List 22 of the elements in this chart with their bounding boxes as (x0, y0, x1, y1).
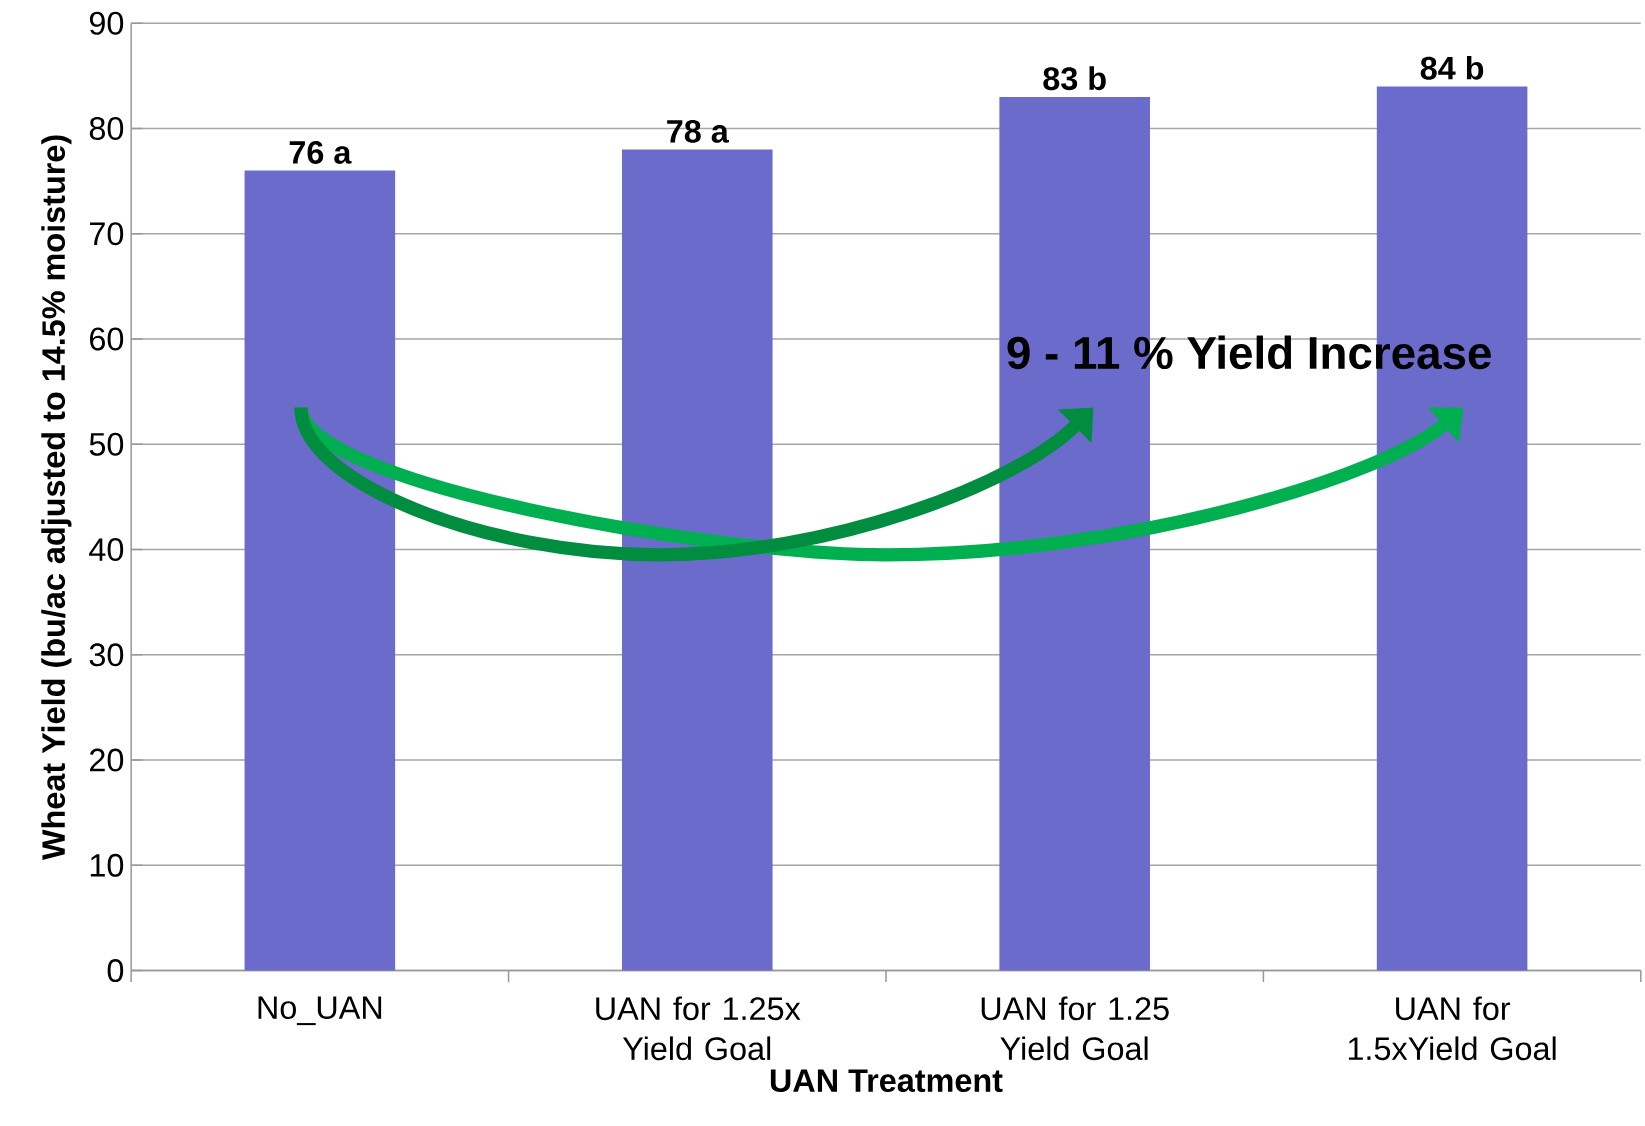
y-tick-label: 30 (89, 643, 124, 667)
bar (244, 170, 396, 971)
data-label: 78 a (667, 119, 729, 143)
data-label: 76 a (289, 140, 352, 164)
x-tick-label: UAN for 1.5xYield Goal (1348, 996, 1556, 1061)
data-label: 83 b (1043, 66, 1106, 91)
x-tick-label: UAN for 1.25 Yield Goal (981, 996, 1169, 1061)
y-tick-label: 20 (90, 748, 124, 772)
y-tick-label: 80 (89, 117, 124, 141)
y-tick-label: 60 (90, 327, 124, 351)
data-label: 84 b (1420, 55, 1484, 80)
y-tick-label: 0 (107, 959, 124, 983)
y-tick-label: 70 (90, 222, 124, 246)
x-tick-label: No_UAN (258, 996, 382, 1026)
bar (621, 149, 773, 971)
y-axis-title: Wheat Yield (bu/ac adjusted to 14.5% moisture) (41, 135, 72, 861)
y-tick-label: 40 (89, 538, 124, 562)
y-tick-label: 90 (89, 11, 124, 35)
y-tick-label: 50 (89, 432, 124, 456)
x-axis-title: UAN Treatment (770, 1069, 1003, 1093)
y-tick-label: 10 (90, 853, 124, 877)
x-tick-label: UAN for 1.25x Yield Goal (596, 996, 801, 1061)
